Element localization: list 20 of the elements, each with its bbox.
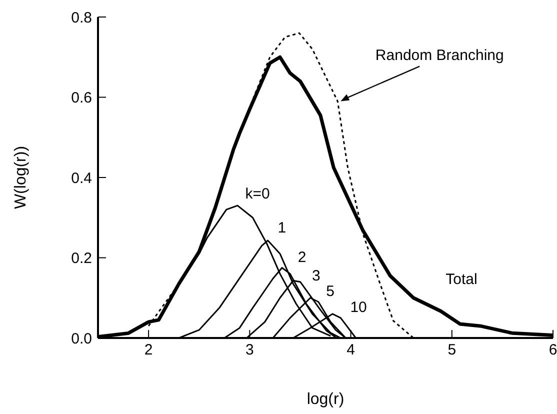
y-tick-label: 0.6 xyxy=(71,90,92,107)
series-label: 3 xyxy=(312,268,320,285)
series-label: 2 xyxy=(298,248,306,266)
series-label: k=0 xyxy=(245,186,270,203)
series-label: 5 xyxy=(326,282,335,300)
x-tick-label: 6 xyxy=(548,342,557,359)
y-axis-title: W(log(r)) xyxy=(12,146,30,210)
x-tick-label: 3 xyxy=(245,342,254,359)
x-tick-label: 4 xyxy=(346,342,355,359)
x-tick-label: 2 xyxy=(144,342,153,359)
y-tick-label: 0.2 xyxy=(71,250,92,268)
x-axis-title: log(r) xyxy=(306,391,344,408)
series-label: 10 xyxy=(350,298,367,316)
text: Random Branching xyxy=(375,47,504,64)
y-tick-label: 0.8 xyxy=(71,9,92,26)
series-label: 1 xyxy=(278,219,286,236)
series-label: Total xyxy=(446,270,478,288)
x-tick-label: 5 xyxy=(448,342,456,359)
y-tick-label: 0.4 xyxy=(71,170,92,187)
y-tick-label: 0.0 xyxy=(71,330,92,348)
